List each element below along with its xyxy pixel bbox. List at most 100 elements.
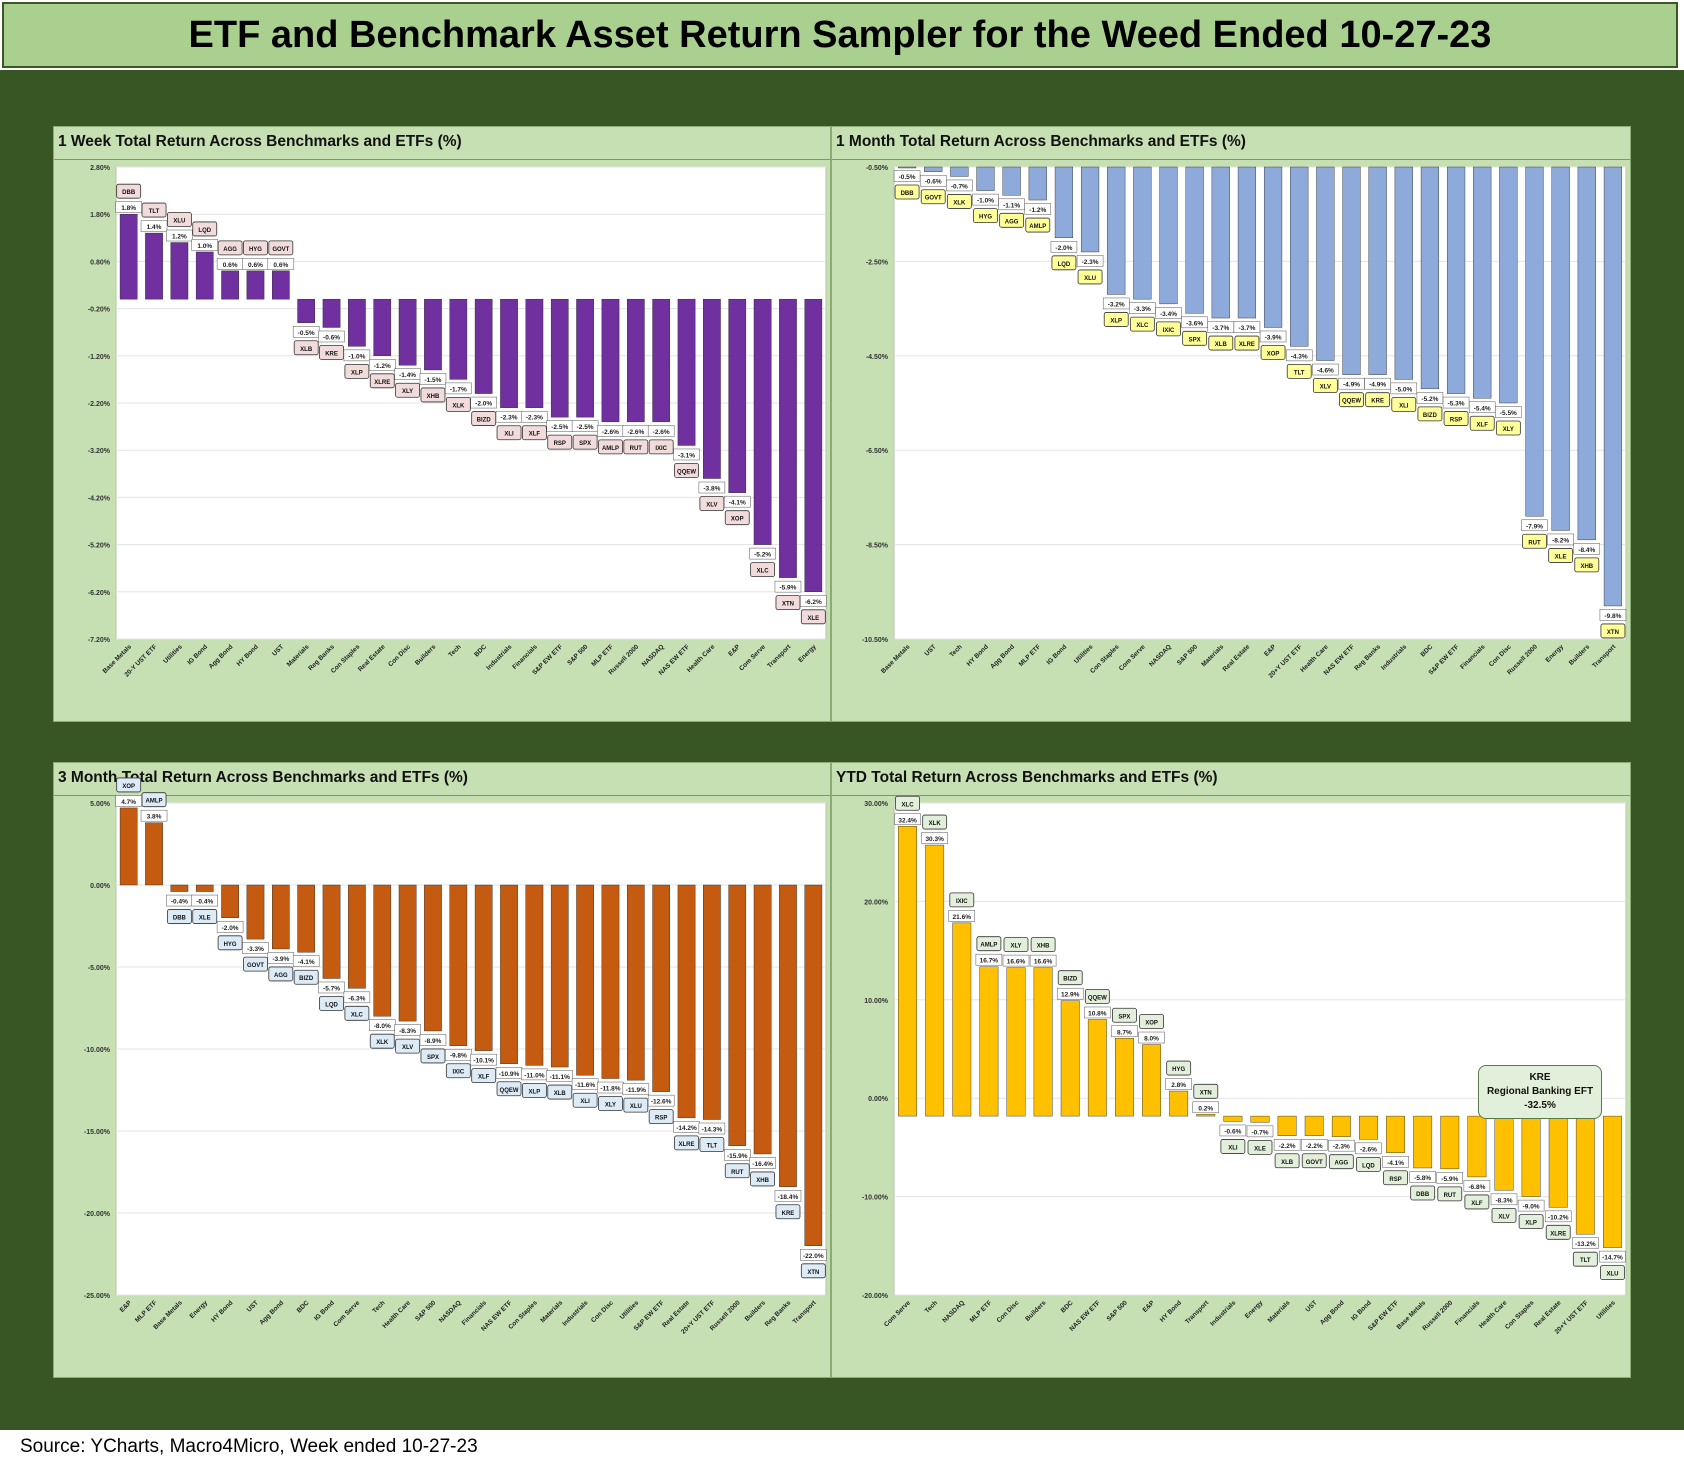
bar — [1211, 166, 1230, 319]
value-label: -2.5% — [551, 424, 568, 431]
value-label: -22.0% — [803, 1253, 824, 1260]
ticker-label: QQEW — [677, 469, 696, 475]
ticker-label: LQD — [198, 228, 211, 234]
bar — [195, 251, 214, 300]
ticker-label-box — [192, 909, 218, 924]
category-label: MLP ETF — [590, 643, 615, 668]
value-label: -5.9% — [1441, 1176, 1458, 1183]
value-label: -1.4% — [399, 372, 416, 379]
bar — [1368, 166, 1387, 375]
bar — [576, 884, 594, 1076]
ticker-label-box — [1112, 1007, 1137, 1023]
ticker-label: XLI — [1399, 403, 1409, 409]
title-rule — [54, 795, 830, 796]
bar — [652, 884, 670, 1092]
value-label: -2.0% — [475, 401, 492, 408]
ticker-label-box — [1247, 1139, 1273, 1155]
ticker-label: HYG — [249, 247, 262, 253]
ticker-label: AGG — [274, 973, 288, 979]
ticker-label: XHB — [1580, 564, 1593, 570]
category-label: Energy — [1244, 1299, 1265, 1320]
bar — [424, 884, 442, 1032]
value-label-box — [647, 1094, 675, 1107]
y-tick-label: -5.20% — [88, 543, 111, 550]
bar — [1115, 1038, 1134, 1117]
ticker-label-box — [471, 411, 497, 426]
value-label-box — [749, 547, 776, 560]
value-label-box — [343, 349, 371, 362]
ticker-label: XLF — [1471, 1201, 1483, 1207]
ticker-label-box — [1600, 1265, 1625, 1280]
bar — [1603, 166, 1623, 607]
bar — [627, 298, 645, 423]
value-label-box — [1599, 609, 1627, 621]
bar — [1033, 967, 1053, 1117]
value-label: -8.2% — [1552, 537, 1569, 544]
ticker-label: XLI — [580, 1099, 590, 1105]
category-label: Reg Banks — [1353, 643, 1382, 672]
value-label: -6.8% — [1468, 1184, 1485, 1191]
value-label: -0.7% — [1252, 1129, 1269, 1136]
value-label-box — [1547, 533, 1574, 546]
y-tick-label: 0.80% — [90, 259, 111, 266]
ticker-label-box — [623, 1097, 649, 1113]
y-tick-label: 10.00% — [864, 998, 889, 1005]
category-label: Real Estate — [357, 643, 387, 673]
value-label: -2.5% — [577, 424, 594, 431]
ticker-label-box — [1220, 1139, 1246, 1154]
chart-svg-1-month: -0.50% -2.50% -4.50% -6.50% -8.50% -10.50% -0.… — [862, 165, 1627, 680]
ticker-label-box — [268, 240, 294, 256]
bar — [1196, 1114, 1216, 1117]
bar — [1467, 1115, 1487, 1178]
bar — [474, 884, 493, 1051]
bar — [950, 166, 969, 177]
title-banner: ETF and Benchmark Asset Return Sampler f… — [2, 2, 1678, 68]
value-label-box — [1390, 382, 1418, 395]
ticker-label-box — [1301, 1153, 1327, 1169]
ticker-label: XLE — [1254, 1146, 1266, 1152]
ticker-label-box — [547, 1084, 573, 1100]
ticker-label-box — [319, 996, 344, 1011]
bar — [1080, 166, 1100, 253]
bar — [1603, 1115, 1622, 1248]
category-label: UST — [923, 643, 937, 657]
value-label-box — [774, 1190, 802, 1202]
y-tick-label: -20.00% — [862, 1293, 889, 1300]
bar — [1263, 166, 1283, 328]
value-label: -2.6% — [653, 429, 670, 436]
ticker-label-box — [775, 1204, 801, 1220]
ticker-label-box — [623, 439, 649, 455]
category-label: BDC — [1060, 1299, 1075, 1314]
ticker-label-box — [1312, 378, 1338, 393]
value-label-box — [1355, 1142, 1382, 1155]
value-label: 8.0% — [1144, 1036, 1159, 1043]
category-label: HY Bond — [1159, 1299, 1183, 1323]
ticker-label-box — [920, 189, 946, 205]
title-rule — [54, 159, 830, 160]
value-label: -12.6% — [651, 1099, 672, 1106]
category-label: HY Bond — [210, 1299, 234, 1323]
value-label: -4.1% — [1387, 1160, 1404, 1167]
ticker-label: RSP — [1450, 418, 1462, 424]
ticker-label-box — [395, 1038, 421, 1054]
ticker-label: XLB — [300, 347, 313, 353]
ticker-label: XOP — [731, 517, 744, 523]
ticker-label-box — [141, 792, 167, 808]
ticker-label-box — [293, 340, 319, 356]
value-label: -10.1% — [473, 1058, 494, 1065]
value-label-box — [1002, 954, 1030, 967]
value-label-box — [894, 813, 921, 826]
chart-panel-ytd: YTD Total Return Across Benchmarks and E… — [831, 762, 1631, 1378]
bar — [500, 298, 518, 408]
ticker-label-box — [1383, 1170, 1408, 1186]
category-label: E&P — [119, 1299, 134, 1314]
y-tick-label: -10.00% — [862, 1195, 889, 1202]
ticker-label: XLY — [1010, 944, 1021, 950]
bar — [170, 884, 189, 892]
value-label-box — [419, 1034, 447, 1046]
value-label: -11.0% — [524, 1072, 544, 1079]
value-label-box — [191, 894, 218, 907]
value-label: 0.2% — [1198, 1105, 1213, 1112]
value-label: 0.6% — [248, 262, 263, 269]
category-label: Com Serve — [738, 643, 767, 672]
